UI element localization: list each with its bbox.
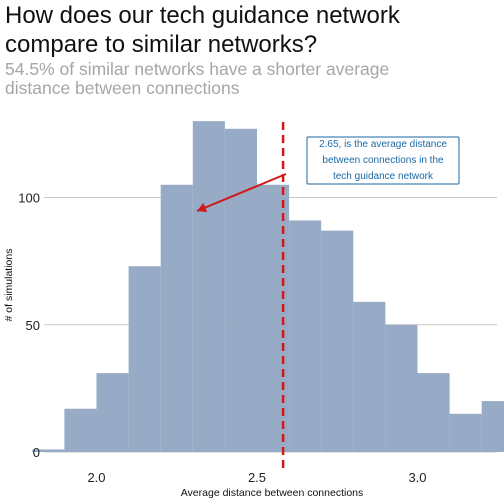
x-axis-label: Average distance between connections	[181, 487, 364, 499]
chart-subtitle-line-2: distance between connections	[5, 78, 240, 98]
x-tick-label: 2.0	[87, 470, 105, 485]
histogram-bar	[385, 324, 418, 452]
y-tick-label: 100	[18, 191, 40, 206]
histogram-bar	[192, 121, 225, 453]
histogram-bar	[128, 266, 161, 452]
chart-title: How does our tech guidance network compa…	[5, 1, 500, 59]
chart-subtitle: 54.5% of similar networks have a shorter…	[5, 60, 500, 98]
chart-title-line-2: compare to similar networks?	[5, 31, 318, 58]
y-axis-label: # of simulations	[3, 249, 15, 322]
annotation-text-line: tech guidance network	[333, 171, 434, 182]
histogram-bar	[289, 220, 322, 452]
histogram-bar	[481, 401, 504, 452]
x-tick-label: 3.0	[408, 470, 426, 485]
histogram-bar	[449, 413, 482, 452]
annotation-arrowhead	[197, 202, 208, 213]
chart-subtitle-line-1: 54.5% of similar networks have a shorter…	[5, 59, 390, 79]
annotation-text-line: between connections in the	[322, 155, 444, 166]
histogram-bar	[353, 301, 386, 452]
histogram-bar	[224, 128, 257, 452]
histogram-bar	[64, 408, 97, 452]
annotation-text-line: 2.65, is the average distance	[319, 139, 447, 150]
histogram-bar	[417, 373, 450, 452]
histogram-bar	[160, 184, 193, 452]
y-tick-label: 0	[33, 445, 40, 460]
annotation-arrow	[196, 173, 287, 212]
chart-title-line-1: How does our tech guidance network	[5, 2, 400, 29]
y-tick-label: 50	[26, 318, 40, 333]
histogram-bar	[96, 373, 129, 452]
histogram-bar	[32, 449, 65, 452]
annotation-box	[306, 136, 460, 185]
x-tick-label: 2.5	[248, 470, 266, 485]
histogram-bar	[321, 230, 354, 452]
